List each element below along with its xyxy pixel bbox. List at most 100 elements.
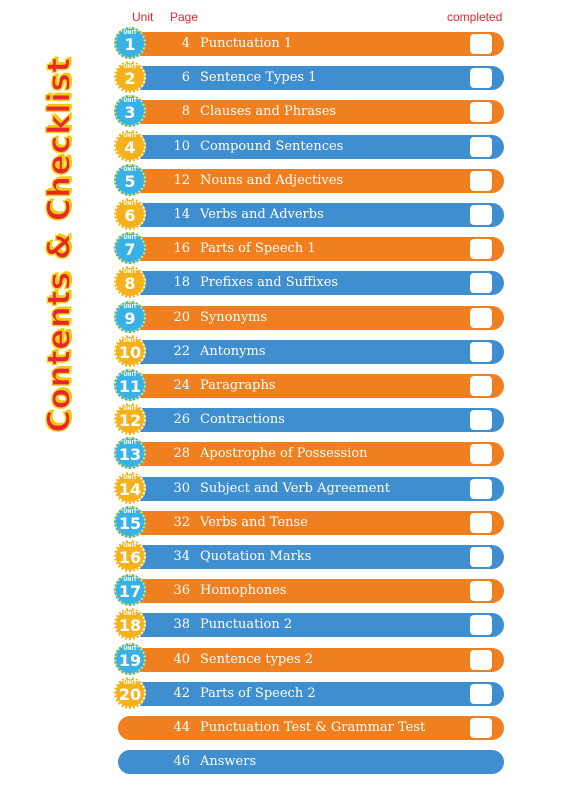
unit-badge-label: UNIT bbox=[123, 645, 137, 652]
unit-title: Quotation Marks bbox=[200, 549, 312, 564]
unit-badge: UNIT 9 bbox=[114, 300, 146, 333]
completed-checkbox[interactable] bbox=[470, 444, 492, 465]
completed-checkbox[interactable] bbox=[470, 239, 492, 260]
unit-title: Punctuation Test & Grammar Test bbox=[200, 720, 426, 735]
unit-number: 2 bbox=[124, 69, 136, 89]
contents-row: UNIT 11 24 Paragraphs bbox=[114, 369, 504, 401]
contents-row: UNIT 5 12 Nouns and Adjectives bbox=[114, 163, 504, 196]
unit-column-header: Unit bbox=[132, 10, 154, 24]
contents-row: 46 Answers bbox=[118, 750, 504, 775]
completed-checkbox[interactable] bbox=[470, 581, 492, 602]
unit-title: Apostrophe of Possession bbox=[200, 446, 368, 462]
contents-row: UNIT 4 10 Compound Sentences bbox=[114, 129, 504, 162]
completed-checkbox[interactable] bbox=[470, 136, 492, 157]
completed-checkbox[interactable] bbox=[470, 170, 492, 191]
completed-checkbox[interactable] bbox=[470, 341, 492, 362]
unit-badge-label: UNIT bbox=[123, 166, 137, 173]
page-number: 14 bbox=[173, 207, 190, 222]
unit-title: Prefixes and Suffixes bbox=[200, 275, 339, 291]
unit-badge: UNIT 12 bbox=[114, 403, 146, 436]
unit-title: Synonyms bbox=[200, 309, 268, 325]
completed-checkbox[interactable] bbox=[470, 615, 492, 636]
page-number: 12 bbox=[173, 172, 190, 188]
completed-checkbox[interactable] bbox=[470, 547, 492, 567]
completed-checkbox[interactable] bbox=[470, 478, 492, 499]
unit-number: 13 bbox=[118, 445, 142, 465]
page-number: 44 bbox=[173, 720, 190, 735]
unit-badge: UNIT 15 bbox=[114, 505, 146, 538]
contents-row: UNIT 18 38 Punctuation 2 bbox=[114, 608, 504, 641]
unit-badge: UNIT 7 bbox=[114, 232, 146, 265]
page-number: 40 bbox=[173, 651, 190, 667]
unit-title: Compound Sentences bbox=[200, 138, 344, 154]
unit-number: 20 bbox=[118, 684, 142, 704]
unit-number: 1 bbox=[124, 35, 136, 54]
completed-checkbox[interactable] bbox=[470, 410, 492, 431]
page-number: 28 bbox=[173, 446, 190, 462]
completed-checkbox[interactable] bbox=[470, 683, 492, 704]
unit-title: Punctuation 2 bbox=[200, 617, 293, 633]
contents-row: UNIT 10 22 Antonyms bbox=[114, 334, 504, 367]
completed-checkbox[interactable] bbox=[470, 68, 492, 89]
page-number: 46 bbox=[173, 754, 190, 770]
page-number: 38 bbox=[173, 617, 190, 633]
unit-badge-label: UNIT bbox=[123, 64, 137, 71]
page-number: 20 bbox=[173, 309, 190, 325]
unit-badge: UNIT 5 bbox=[114, 163, 146, 196]
unit-title: Punctuation 1 bbox=[200, 36, 293, 51]
unit-number: 5 bbox=[124, 171, 136, 191]
unit-badge-label: UNIT bbox=[123, 30, 137, 36]
page-number: 4 bbox=[181, 36, 190, 51]
completed-checkbox[interactable] bbox=[470, 273, 492, 294]
unit-title: Antonyms bbox=[200, 343, 266, 359]
unit-number: 17 bbox=[118, 582, 142, 602]
unit-badge: UNIT 16 bbox=[114, 540, 146, 572]
completed-checkbox[interactable] bbox=[470, 376, 492, 396]
completed-checkbox[interactable] bbox=[470, 649, 492, 670]
page-number: 10 bbox=[173, 138, 190, 154]
unit-badge: UNIT 19 bbox=[114, 642, 146, 675]
side-title-text: Contents & Checklist bbox=[41, 57, 78, 433]
completed-checkbox[interactable] bbox=[470, 718, 492, 738]
unit-badge-label: UNIT bbox=[123, 406, 137, 413]
unit-number: 14 bbox=[118, 479, 142, 499]
unit-number: 7 bbox=[124, 240, 136, 260]
completed-checkbox[interactable] bbox=[470, 205, 492, 225]
completed-checkbox[interactable] bbox=[470, 34, 492, 54]
contents-row: UNIT 16 34 Quotation Marks bbox=[114, 540, 504, 572]
page-number: 26 bbox=[173, 412, 190, 428]
unit-number: 10 bbox=[118, 342, 142, 362]
page-number: 16 bbox=[173, 241, 190, 257]
completed-checkbox[interactable] bbox=[470, 512, 492, 533]
unit-number: 6 bbox=[124, 206, 136, 225]
page-number: 8 bbox=[181, 104, 190, 120]
unit-number: 15 bbox=[118, 513, 142, 533]
page-number: 36 bbox=[173, 583, 190, 599]
page-number: 24 bbox=[173, 378, 190, 393]
completed-checkbox[interactable] bbox=[470, 102, 492, 123]
unit-badge-label: UNIT bbox=[123, 235, 137, 242]
contents-row: UNIT 19 40 Sentence types 2 bbox=[114, 642, 504, 675]
page-number: 18 bbox=[173, 275, 190, 291]
unit-badge: UNIT 10 bbox=[114, 334, 146, 367]
unit-badge: UNIT 6 bbox=[114, 198, 146, 230]
unit-badge-label: UNIT bbox=[123, 337, 137, 344]
unit-title: Verbs and Adverbs bbox=[200, 207, 324, 222]
contents-row: UNIT 3 8 Clauses and Phrases bbox=[114, 95, 504, 128]
unit-badge-label: UNIT bbox=[123, 474, 137, 481]
page-number: 22 bbox=[173, 343, 190, 359]
contents-row: UNIT 12 26 Contractions bbox=[114, 403, 504, 436]
contents-row: UNIT 14 30 Subject and Verb Agreement bbox=[114, 471, 504, 504]
page-column-header: Page bbox=[170, 10, 199, 24]
unit-title: Parts of Speech 1 bbox=[200, 241, 316, 257]
unit-badge: UNIT 11 bbox=[114, 369, 146, 401]
contents-row: UNIT 1 4 Punctuation 1 bbox=[114, 27, 504, 59]
completed-checkbox[interactable] bbox=[470, 307, 492, 328]
unit-title: Sentence types 2 bbox=[200, 651, 314, 667]
contents-row: UNIT 8 18 Prefixes and Suffixes bbox=[114, 266, 504, 299]
unit-badge: UNIT 18 bbox=[114, 608, 146, 641]
unit-title: Paragraphs bbox=[200, 378, 276, 393]
unit-badge-label: UNIT bbox=[123, 508, 137, 515]
unit-badge: UNIT 13 bbox=[114, 437, 146, 470]
unit-badge-label: UNIT bbox=[123, 132, 137, 139]
